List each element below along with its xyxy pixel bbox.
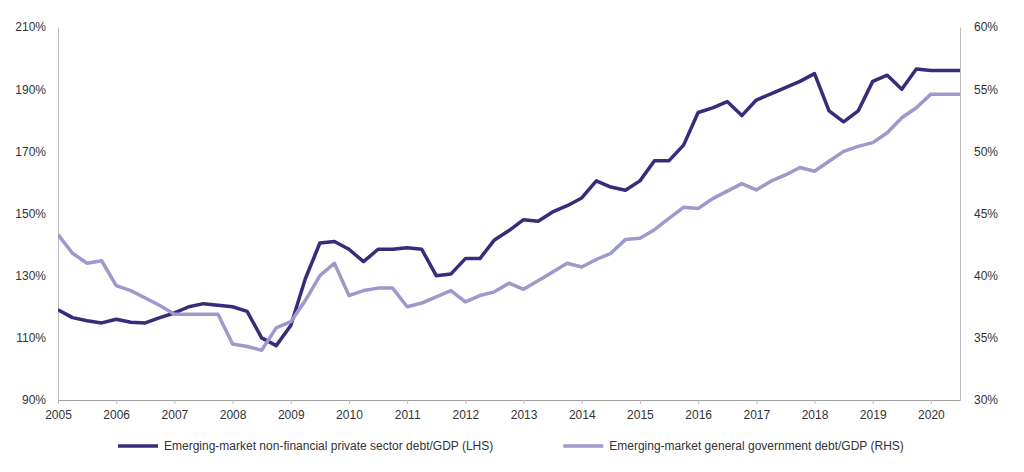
tick-label: 210% xyxy=(15,20,46,34)
tick-mark xyxy=(349,400,350,404)
tick-mark xyxy=(58,400,59,404)
plot-area xyxy=(58,69,960,350)
tick-label: 190% xyxy=(15,83,46,97)
legend-swatch xyxy=(118,444,158,448)
y-axis: 90% 110% 130% 150% 170% 190% 210% xyxy=(15,20,58,407)
legend-item: Emerging-market non-financial private se… xyxy=(118,439,493,453)
tick-mark xyxy=(640,400,641,404)
tick-label: 50% xyxy=(974,145,998,159)
tick: 110% xyxy=(16,331,58,345)
tick-mark xyxy=(815,400,816,404)
legend-label: Emerging-market non-financial private se… xyxy=(164,439,493,453)
tick-mark xyxy=(174,400,175,404)
tick: 90% xyxy=(22,393,58,407)
x-axis-line xyxy=(59,400,961,401)
tick-label: 2018 xyxy=(802,408,829,422)
tick: 2020 xyxy=(918,400,945,422)
tick-label: 2015 xyxy=(627,408,654,422)
tick-mark xyxy=(465,400,466,404)
legend: Emerging-market non-financial private se… xyxy=(118,439,904,453)
tick: 150% xyxy=(15,207,58,221)
tick: 60% xyxy=(960,20,998,34)
tick: 2009 xyxy=(278,400,305,422)
tick-label: 2012 xyxy=(453,408,480,422)
tick: 2011 xyxy=(395,400,421,422)
tick-label: 55% xyxy=(974,83,998,97)
tick-label: 45% xyxy=(974,207,998,221)
tick: 2012 xyxy=(453,400,480,422)
tick: 55% xyxy=(960,83,998,97)
tick: 2019 xyxy=(860,400,887,422)
tick: 2018 xyxy=(802,400,829,422)
tick: 2006 xyxy=(103,400,130,422)
series-line xyxy=(58,94,960,350)
x-axis: 2005 2006 2007 2008 2009 2010 2011 2012 2013 2014… xyxy=(45,400,960,422)
tick: 130% xyxy=(15,269,58,283)
tick-mark xyxy=(116,400,117,404)
y-axis-line xyxy=(58,28,59,401)
tick-label: 30% xyxy=(974,393,998,407)
tick-label: 150% xyxy=(15,207,46,221)
tick: 2010 xyxy=(336,400,363,422)
tick-mark xyxy=(233,400,234,404)
tick-label: 2016 xyxy=(685,408,712,422)
tick: 2017 xyxy=(743,400,770,422)
tick-label: 2007 xyxy=(162,408,189,422)
tick: 170% xyxy=(15,145,58,159)
series-line xyxy=(58,69,960,346)
tick-label: 2013 xyxy=(511,408,538,422)
tick-label: 90% xyxy=(22,393,46,407)
tick-label: 130% xyxy=(15,269,46,283)
tick-mark xyxy=(931,400,932,404)
tick-mark xyxy=(698,400,699,404)
tick: 2007 xyxy=(162,400,189,422)
tick-label: 110% xyxy=(16,331,46,345)
tick-mark xyxy=(524,400,525,404)
tick-label: 2010 xyxy=(336,408,363,422)
tick: 2013 xyxy=(511,400,538,422)
tick: 2015 xyxy=(627,400,654,422)
tick: 30% xyxy=(960,393,998,407)
tick-label: 170% xyxy=(15,145,46,159)
tick: 2016 xyxy=(685,400,712,422)
chart: 2005 2006 2007 2008 2009 2010 2011 2012 2013 2014… xyxy=(0,0,1024,472)
tick-label: 2017 xyxy=(743,408,770,422)
tick-label: 35% xyxy=(974,331,998,345)
tick-label: 2019 xyxy=(860,408,887,422)
tick: 2005 xyxy=(45,400,72,422)
tick-label: 60% xyxy=(974,20,998,34)
tick: 50% xyxy=(960,145,998,159)
tick: 45% xyxy=(960,207,998,221)
tick: 35% xyxy=(960,331,998,345)
legend-label: Emerging-market general government debt/… xyxy=(609,439,904,453)
tick-mark xyxy=(407,400,408,404)
legend-swatch xyxy=(563,444,603,448)
tick-mark xyxy=(756,400,757,404)
tick-label: 2014 xyxy=(569,408,596,422)
y2-axis-line xyxy=(960,28,961,401)
tick-label: 2005 xyxy=(45,408,72,422)
tick-label: 2008 xyxy=(220,408,247,422)
tick: 2008 xyxy=(220,400,247,422)
tick-label: 2009 xyxy=(278,408,305,422)
y2-axis: 30% 35% 40% 45% 50% 55% 60% xyxy=(960,20,998,407)
tick-label: 2020 xyxy=(918,408,945,422)
tick-mark xyxy=(873,400,874,404)
tick-mark xyxy=(582,400,583,404)
tick: 40% xyxy=(960,269,998,283)
tick: 2014 xyxy=(569,400,596,422)
tick-label: 40% xyxy=(974,269,998,283)
tick: 210% xyxy=(15,20,58,34)
tick-mark xyxy=(291,400,292,404)
tick: 190% xyxy=(15,83,58,97)
tick-label: 2011 xyxy=(395,408,421,422)
tick-label: 2006 xyxy=(103,408,130,422)
legend-item: Emerging-market general government debt/… xyxy=(563,439,904,453)
